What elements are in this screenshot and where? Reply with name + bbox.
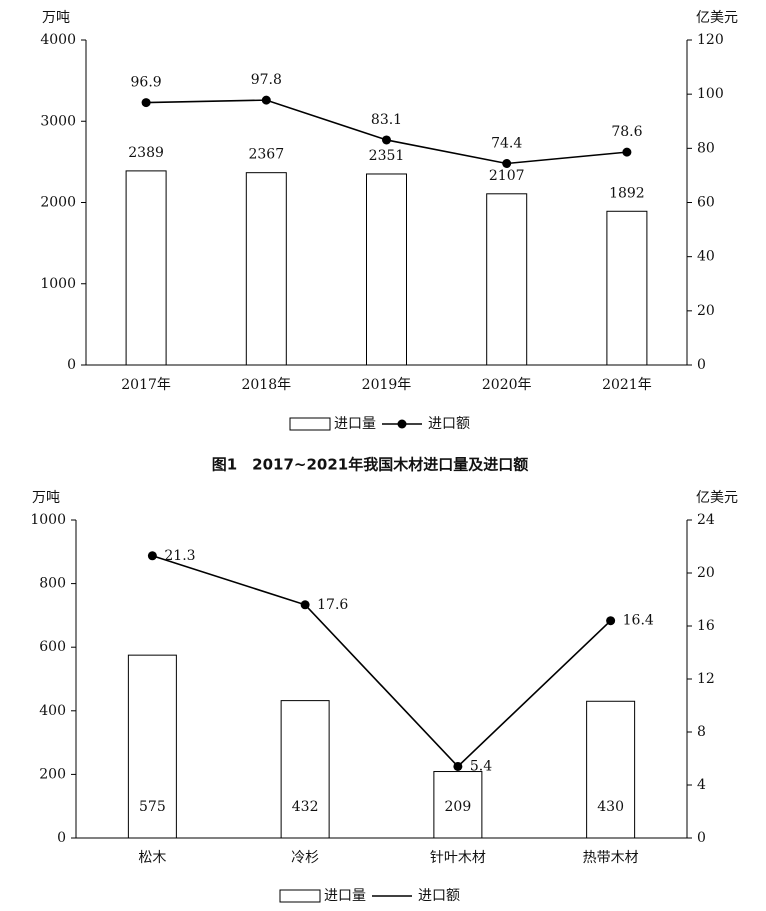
y-tick-label: 0 (67, 357, 76, 373)
y2-tick-label: 100 (697, 86, 724, 102)
bar-label: 209 (445, 799, 472, 815)
y2-tick-label: 60 (697, 195, 715, 211)
bar-label: 1892 (609, 185, 645, 201)
bar-label: 432 (292, 799, 319, 815)
line-point (147, 551, 157, 561)
bar-label: 575 (139, 799, 166, 815)
x-tick-label: 2019年 (362, 377, 412, 393)
point-label: 83.1 (371, 112, 402, 128)
y2-tick-label: 12 (697, 671, 715, 687)
y2-tick-label: 120 (697, 32, 724, 48)
y2-tick-label: 80 (697, 140, 715, 156)
x-tick-label: 松木 (138, 850, 166, 866)
y-tick-label: 600 (39, 639, 66, 655)
x-tick-label: 冷杉 (291, 850, 319, 866)
y2-tick-label: 0 (697, 357, 706, 373)
legend-label: 进口额 (428, 416, 470, 432)
legend-swatch (289, 417, 331, 431)
legend-label: 进口额 (418, 888, 460, 904)
y-tick-label: 0 (57, 830, 66, 846)
x-tick-label: 2017年 (121, 377, 171, 393)
y-tick-label: 400 (39, 703, 66, 719)
bar (486, 193, 528, 366)
y-tick-label: 1000 (40, 276, 76, 292)
y-axis-label: 万吨 (32, 490, 60, 506)
point-label: 21.3 (164, 548, 195, 564)
y-tick-label: 1000 (30, 512, 66, 528)
point-label: 16.4 (623, 613, 654, 629)
line-point (300, 600, 310, 610)
bar (586, 700, 636, 839)
y2-tick-label: 0 (697, 830, 706, 846)
y-tick-label: 4000 (40, 32, 76, 48)
bar-label: 2389 (128, 145, 164, 161)
bar (433, 771, 483, 839)
line-point (141, 98, 151, 108)
bar (125, 170, 167, 366)
line-point (606, 616, 616, 626)
line-point (622, 147, 632, 157)
y-tick-label: 200 (39, 766, 66, 782)
y-tick-label: 3000 (40, 113, 76, 129)
y2-tick-label: 40 (697, 249, 715, 265)
point-label: 78.6 (611, 124, 642, 140)
bar-label: 2351 (369, 148, 405, 164)
y2-tick-label: 4 (697, 777, 706, 793)
point-label: 5.4 (470, 758, 492, 774)
point-label: 97.8 (251, 72, 282, 88)
y2-tick-label: 20 (697, 565, 715, 581)
x-tick-label: 针叶木材 (430, 850, 486, 866)
legend-label: 进口量 (324, 888, 366, 904)
chart-title: 图1 2017~2021年我国木材进口量及进口额 (212, 456, 529, 474)
x-tick-label: 热带木材 (583, 850, 639, 866)
y2-tick-label: 16 (697, 618, 715, 634)
x-tick-label: 2018年 (241, 377, 291, 393)
bar (245, 172, 287, 366)
bar-label: 430 (597, 799, 624, 815)
y2-tick-label: 20 (697, 303, 715, 319)
bar-label: 2107 (489, 168, 525, 184)
y2-tick-label: 8 (697, 724, 706, 740)
line-point (261, 95, 271, 105)
point-label: 96.9 (131, 75, 162, 91)
y2-tick-label: 24 (697, 512, 715, 528)
bar (280, 700, 330, 839)
y-axis-label: 万吨 (42, 10, 70, 26)
legend-marker (397, 419, 407, 429)
x-tick-label: 2020年 (482, 377, 532, 393)
legend-swatch (279, 889, 321, 903)
line (152, 555, 612, 768)
x-tick-label: 2021年 (602, 377, 652, 393)
line-point (382, 135, 391, 145)
line-point (502, 159, 512, 168)
point-label: 74.4 (491, 136, 522, 152)
y2-axis-label: 亿美元 (696, 490, 738, 506)
bar (606, 210, 648, 366)
line-point (453, 761, 463, 771)
bar (127, 654, 177, 839)
y-tick-label: 2000 (40, 195, 76, 211)
point-label: 17.6 (317, 597, 348, 613)
y-tick-label: 800 (39, 576, 66, 592)
y2-axis-label: 亿美元 (696, 10, 738, 26)
bar (366, 173, 407, 366)
bar-label: 2367 (248, 147, 284, 163)
legend-label: 进口量 (334, 416, 376, 432)
